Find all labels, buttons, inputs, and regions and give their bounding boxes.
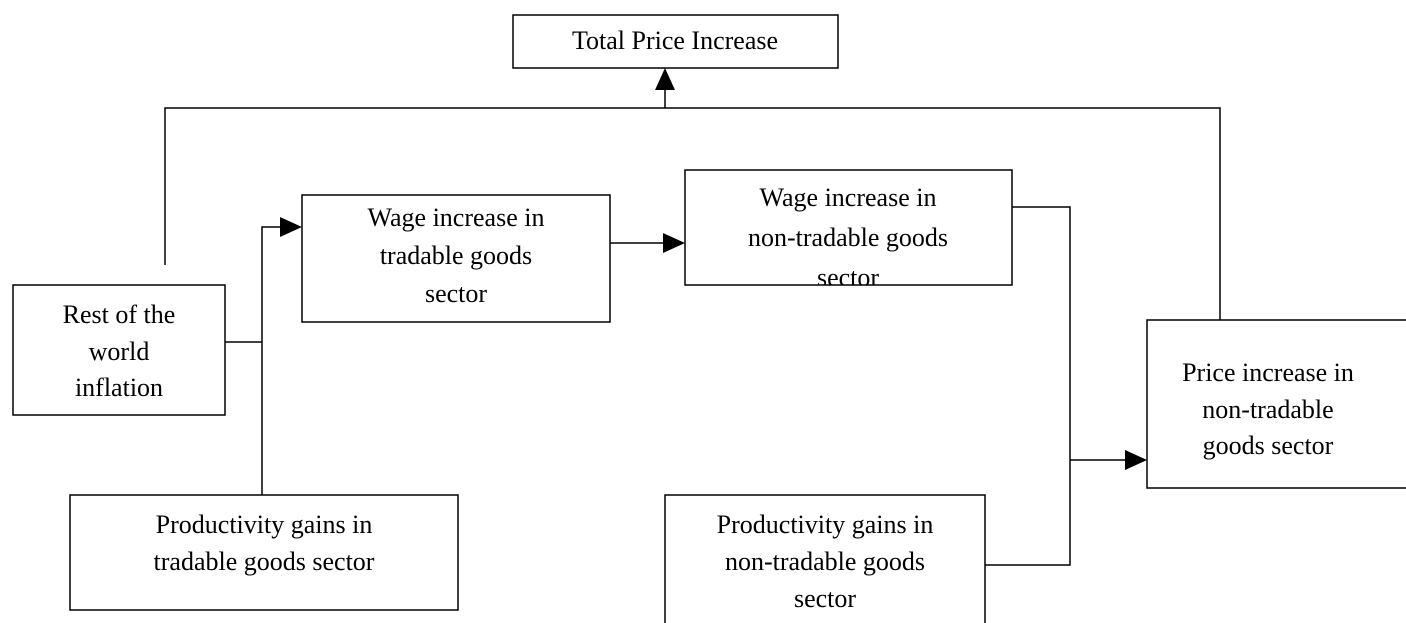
connector — [985, 206, 1071, 566]
node-label: Rest of the — [63, 300, 176, 329]
node-label: world — [89, 337, 150, 366]
node-label: inflation — [75, 373, 163, 402]
node-label: non-tradable — [1202, 395, 1333, 424]
node-box — [69, 494, 459, 611]
arrow-head — [655, 68, 675, 90]
node-label: Productivity gains in — [717, 510, 934, 539]
node-label: sector — [794, 584, 856, 613]
connector — [164, 107, 1221, 322]
node-box — [684, 169, 1013, 286]
node-label: Wage increase in — [368, 203, 545, 232]
node-label: non-tradable goods — [748, 223, 948, 252]
node-label: Wage increase in — [760, 183, 937, 212]
connector — [261, 226, 282, 495]
node-label: goods sector — [1203, 431, 1334, 460]
node-box — [301, 194, 611, 323]
node-label: tradable goods sector — [154, 547, 375, 576]
node-label: non-tradable goods — [725, 547, 925, 576]
node-box — [12, 284, 226, 416]
node-label: sector — [817, 263, 879, 292]
arrow-head — [1125, 450, 1147, 470]
node-box — [512, 14, 839, 69]
node-label: Price increase in — [1182, 358, 1354, 387]
node-label: tradable goods — [380, 241, 532, 270]
node-label: sector — [425, 279, 487, 308]
arrow-head — [663, 233, 685, 253]
node-label: Total Price Increase — [572, 26, 778, 55]
node-box — [664, 494, 986, 623]
node-label: Productivity gains in — [156, 510, 373, 539]
node-box — [1146, 319, 1406, 489]
arrow-head — [280, 217, 302, 237]
